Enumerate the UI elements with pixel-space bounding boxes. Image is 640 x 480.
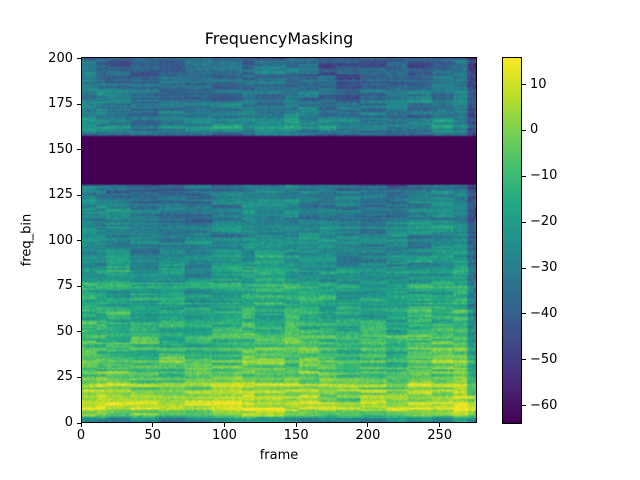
colorbar-tick-label: −30 — [530, 260, 558, 276]
y-tick-label: 125 — [48, 187, 73, 203]
colorbar-tick-label: −50 — [530, 351, 558, 367]
colorbar-tick-mark — [522, 313, 526, 315]
y-tick-mark — [77, 58, 81, 60]
colorbar-tick-mark — [522, 221, 526, 223]
y-tick-label: 100 — [48, 232, 73, 248]
colorbar-tick-mark — [522, 405, 526, 407]
y-tick-mark — [77, 103, 81, 105]
colorbar-tick-label: 10 — [530, 76, 547, 92]
y-tick-mark — [77, 240, 81, 242]
y-tick-label: 200 — [48, 50, 73, 66]
x-tick-label: 250 — [427, 428, 453, 443]
y-tick-mark — [77, 376, 81, 378]
colorbar-tick-label: 0 — [530, 122, 539, 138]
y-tick-mark — [77, 422, 81, 424]
plot-area — [81, 57, 477, 423]
y-tick-mark — [77, 149, 81, 151]
colorbar — [502, 57, 522, 424]
x-tick-mark — [367, 423, 369, 427]
colorbar-tick-mark — [522, 267, 526, 269]
x-tick-mark — [80, 423, 82, 427]
colorbar-gradient — [503, 58, 521, 423]
x-axis-label: frame — [259, 448, 299, 463]
y-tick-label: 75 — [56, 278, 73, 294]
x-tick-label: 0 — [76, 428, 86, 443]
x-tick-mark — [439, 423, 441, 427]
colorbar-tick-label: −40 — [530, 305, 558, 321]
y-tick-label: 0 — [64, 415, 73, 430]
x-tick-label: 150 — [283, 428, 309, 443]
y-tick-mark — [77, 331, 81, 333]
x-tick-mark — [152, 423, 154, 427]
colorbar-tick-mark — [522, 129, 526, 131]
colorbar-tick-label: −10 — [530, 168, 558, 184]
colorbar-tick-mark — [522, 359, 526, 361]
x-tick-label: 100 — [212, 428, 237, 443]
x-tick-mark — [223, 423, 225, 427]
y-tick-label: 50 — [56, 323, 73, 339]
y-tick-label: 175 — [48, 96, 73, 112]
colorbar-tick-mark — [522, 84, 526, 86]
colorbar-tick-label: −20 — [530, 214, 558, 230]
x-tick-label: 200 — [355, 428, 381, 443]
y-tick-mark — [77, 194, 81, 196]
y-axis-label: freq_bin — [19, 213, 35, 267]
y-tick-label: 25 — [56, 369, 73, 385]
colorbar-tick-label: −60 — [530, 397, 558, 413]
x-tick-mark — [295, 423, 297, 427]
chart-title: FrequencyMasking — [204, 29, 354, 48]
x-tick-label: 50 — [144, 428, 162, 443]
spectrogram-image — [82, 58, 476, 422]
y-tick-mark — [77, 285, 81, 287]
y-tick-label: 150 — [48, 141, 73, 157]
colorbar-tick-mark — [522, 175, 526, 177]
